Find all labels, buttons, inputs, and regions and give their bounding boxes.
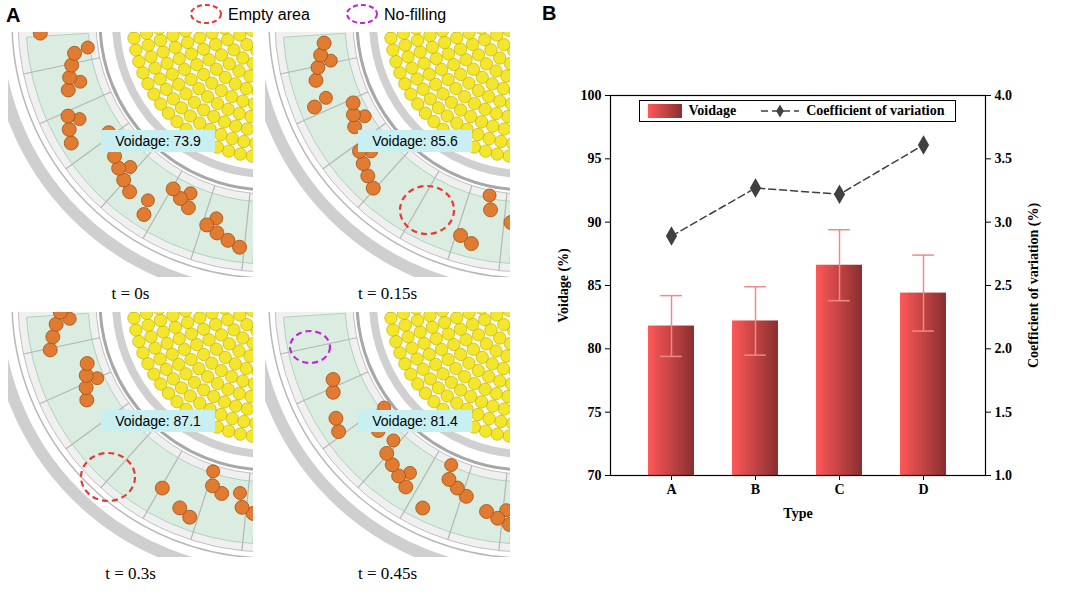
html-text:B: B: [542, 2, 557, 24]
svg-text:Voidage (%): Voidage (%): [556, 248, 572, 323]
svg-text:No-filling: No-filling: [384, 6, 446, 23]
svg-text:Voidage: 81.4: Voidage: 81.4: [372, 413, 458, 429]
svg-text:t = 0.3s: t = 0.3s: [105, 564, 156, 583]
html-text:Voidage: Voidage: [688, 103, 737, 118]
svg-text:70: 70: [588, 468, 602, 483]
svg-text:D: D: [918, 482, 928, 497]
svg-text:Voidage: 85.6: Voidage: 85.6: [372, 133, 458, 149]
svg-text:t = 0s: t = 0s: [112, 284, 150, 303]
svg-text:1.5: 1.5: [995, 405, 1013, 420]
svg-text:Empty area: Empty area: [228, 6, 310, 23]
svg-text:85: 85: [588, 278, 602, 293]
svg-text:Coefficient of variation (%): Coefficient of variation (%): [1026, 203, 1042, 369]
svg-text:1.0: 1.0: [995, 468, 1013, 483]
svg-text:Voidage: 73.9: Voidage: 73.9: [115, 133, 201, 149]
svg-text:95: 95: [588, 151, 602, 166]
svg-text:Voidage: 87.1: Voidage: 87.1: [115, 413, 201, 429]
svg-text:75: 75: [588, 405, 602, 420]
svg-text:3.0: 3.0: [995, 215, 1013, 230]
svg-text:B: B: [751, 482, 760, 497]
svg-text:t = 0.45s: t = 0.45s: [358, 564, 417, 583]
svg-text:Type: Type: [783, 506, 812, 521]
svg-text:2.0: 2.0: [995, 341, 1013, 356]
svg-text:80: 80: [588, 341, 602, 356]
svg-text:4.0: 4.0: [995, 88, 1013, 103]
svg-text:100: 100: [581, 88, 602, 103]
svg-text:C: C: [834, 482, 844, 497]
svg-text:2.5: 2.5: [995, 278, 1013, 293]
svg-text:A: A: [6, 4, 20, 26]
svg-text:90: 90: [588, 215, 602, 230]
svg-text:t = 0.15s: t = 0.15s: [358, 284, 417, 303]
svg-text:A: A: [666, 482, 677, 497]
html-text:Coefficient of variation: Coefficient of variation: [806, 103, 945, 118]
svg-text:3.5: 3.5: [995, 151, 1013, 166]
